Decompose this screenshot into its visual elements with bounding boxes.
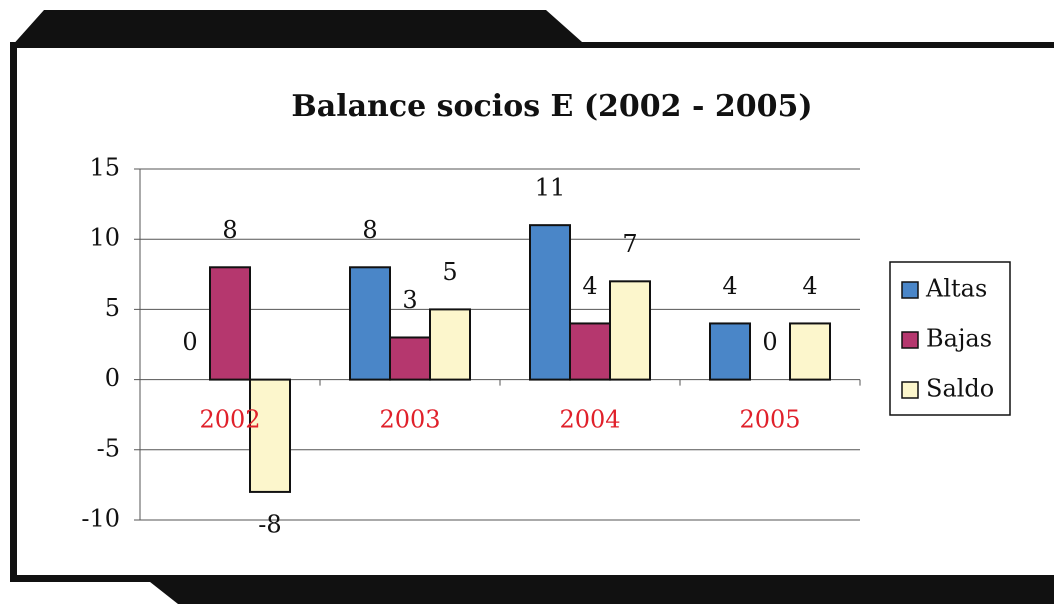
value-label: -8 <box>258 510 281 538</box>
x-tick-label: 2002 <box>199 406 260 434</box>
y-tick-label: 10 <box>89 224 120 252</box>
bar <box>609 280 651 381</box>
bar <box>249 378 291 493</box>
legend-swatch <box>901 281 919 299</box>
bar <box>709 322 751 381</box>
frame <box>10 10 1054 604</box>
value-label: 4 <box>582 272 597 300</box>
legend-label: Saldo <box>926 375 994 403</box>
bar <box>569 322 611 381</box>
legend-label: Bajas <box>926 325 992 353</box>
value-label: 7 <box>622 230 637 258</box>
bar <box>429 308 471 381</box>
x-tick-label: 2005 <box>739 406 800 434</box>
y-tick-label: -5 <box>97 434 120 462</box>
value-label: 5 <box>442 258 457 286</box>
y-tick-label: 0 <box>105 364 120 392</box>
value-label: 4 <box>722 272 737 300</box>
y-tick-label: 15 <box>89 154 120 182</box>
x-tick-label: 2003 <box>379 406 440 434</box>
legend-swatch <box>901 331 919 349</box>
y-tick-label: -10 <box>81 505 120 533</box>
x-tick-label: 2004 <box>559 406 620 434</box>
value-label: 8 <box>222 216 237 244</box>
value-label: 11 <box>535 174 566 202</box>
value-label: 8 <box>362 216 377 244</box>
bar <box>529 224 571 381</box>
bar <box>209 266 251 381</box>
value-label: 0 <box>182 328 197 356</box>
value-label: 3 <box>402 286 417 314</box>
bar <box>789 322 831 381</box>
y-tick-label: 5 <box>105 294 120 322</box>
bar <box>349 266 391 381</box>
legend-label: Altas <box>925 275 987 303</box>
chart-title: Balance socios E (2002 - 2005) <box>291 89 812 124</box>
value-label: 4 <box>802 272 817 300</box>
value-label: 0 <box>762 328 777 356</box>
legend-swatch <box>901 381 919 399</box>
bar <box>389 336 431 381</box>
